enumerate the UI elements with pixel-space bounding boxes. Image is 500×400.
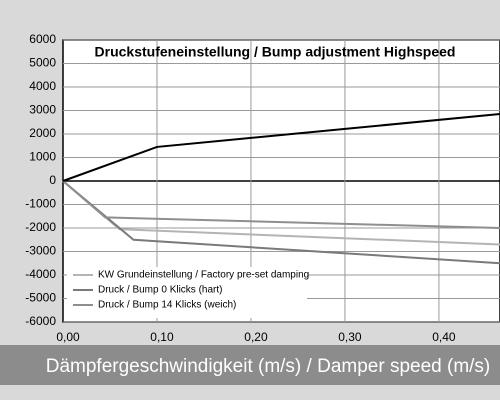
x-label-band (0, 345, 500, 385)
y-tick-label: -1000 (25, 197, 56, 211)
y-tick-label: 2000 (29, 126, 56, 140)
x-tick-label: 0,00 (56, 330, 80, 344)
y-tick-label: -2000 (25, 220, 56, 234)
legend-label: Druck / Bump 14 Klicks (weich) (98, 300, 236, 311)
y-tick-label: -6000 (25, 314, 56, 328)
legend-box (67, 267, 307, 318)
legend-label: Druck / Bump 0 Klicks (hart) (98, 285, 222, 296)
y-tick-label: 1000 (29, 150, 56, 164)
legend-label: KW Grundeinstellung / Factory pre-set da… (98, 270, 309, 281)
x-tick-label: 0,30 (338, 330, 362, 344)
y-tick-label: 3000 (29, 103, 56, 117)
y-tick-label: -5000 (25, 291, 56, 305)
series-line (62, 180, 500, 229)
y-tick-label: 5000 (29, 56, 56, 70)
x-tick-label: 0,10 (150, 330, 174, 344)
y-tick-label: 4000 (29, 79, 56, 93)
chart-title: Druckstufeneinstellung / Bump adjustment… (95, 44, 456, 60)
y-tick-label: 0 (49, 173, 56, 187)
x-axis-label: Dämpfergeschwindigkeit (m/s) / Damper sp… (46, 356, 491, 377)
series-line (62, 113, 500, 182)
y-tick-label: -4000 (25, 267, 56, 281)
x-tick-label: 0,20 (244, 330, 268, 344)
x-tick-label: 0,40 (432, 330, 456, 344)
y-tick-label: -3000 (25, 244, 56, 258)
y-tick-label: 6000 (29, 32, 56, 46)
